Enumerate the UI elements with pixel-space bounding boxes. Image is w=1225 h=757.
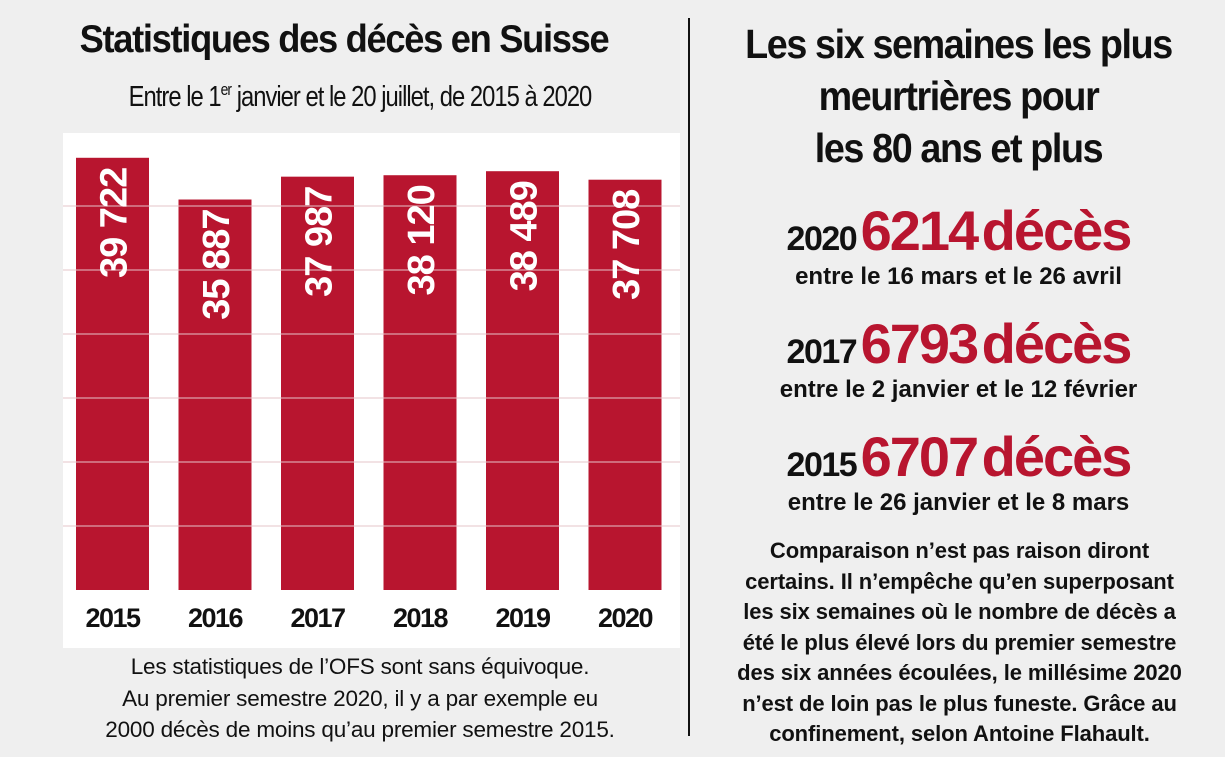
stat-year: 2020	[786, 220, 858, 258]
caption-line: des six années écoulées, le millésime 20…	[737, 660, 1182, 685]
bar-2019	[486, 171, 559, 591]
category-label: 2018	[393, 603, 449, 633]
bar-2017	[281, 176, 354, 590]
stat-unit: décès	[981, 312, 1133, 375]
subtitle-start: Entre le 1	[128, 81, 222, 113]
stat-period: entre le 26 janvier et le 8 mars	[787, 489, 1130, 516]
bar-2020	[588, 179, 662, 590]
stat-head: 2017 6793 décès	[692, 311, 1225, 376]
chart-area: 39 722 35 887 37 987 38 120 38 489 37 708 2015…	[63, 133, 680, 648]
bar-value-label: 38 120	[401, 185, 443, 295]
stat-period: entre le 16 mars et le 26 avril	[795, 263, 1122, 290]
right-title-line: meurtrières pour	[818, 73, 1100, 119]
bar-value-label: 38 489	[504, 181, 546, 291]
stat-value: 6707	[860, 425, 980, 488]
stat-block-2015: 2015 6707 décès entre le 26 janvier et l…	[692, 424, 1225, 517]
caption-line: 2000 décès de moins qu’au premier semest…	[105, 717, 615, 742]
chart-caption: Les statistiques de l’OFS sont sans équi…	[40, 651, 680, 746]
bar-value-label: 35 887	[196, 210, 238, 320]
chart-title: Statistiques des décès en Suisse	[79, 18, 610, 61]
left-panel: Statistiques des décès en Suisse Entre l…	[40, 18, 680, 746]
chart-subtitle: Entre le 1er janvier et le 20 juillet, d…	[65, 80, 655, 114]
right-title: Les six semaines les plus meurtrières po…	[692, 18, 1225, 174]
category-label: 2016	[188, 603, 244, 633]
right-title-line: Les six semaines les plus	[745, 21, 1173, 67]
subtitle-end: janvier et le 20 juillet, de 2015 à 2020	[231, 81, 593, 113]
stat-unit: décès	[981, 425, 1133, 488]
stat-block-2020: 2020 6214 décès entre le 16 mars et le 2…	[692, 198, 1225, 291]
caption-line: Les statistiques de l’OFS sont sans équi…	[130, 654, 590, 679]
bar-value-label: 37 987	[299, 187, 341, 297]
subtitle-sup: er	[220, 80, 232, 99]
stat-value: 6793	[860, 312, 980, 375]
bar-value-label: 39 722	[94, 168, 136, 278]
caption-line: certains. Il n’empêche qu’en superposant	[745, 568, 1174, 594]
caption-line: Au premier semestre 2020, il y a par exe…	[122, 685, 598, 711]
bar-2018	[383, 175, 457, 591]
caption-line: été le plus élevé lors du premier semest…	[742, 629, 1177, 655]
category-label: 2017	[290, 603, 345, 633]
stat-year: 2017	[786, 333, 858, 371]
bar-chart: 39 722 35 887 37 987 38 120 38 489 37 708 2015…	[63, 157, 680, 633]
stat-value: 6214	[860, 199, 980, 262]
stat-block-2017: 2017 6793 décès entre le 2 janvier et le…	[692, 311, 1225, 404]
category-label: 2015	[85, 603, 141, 633]
category-label: 2019	[495, 603, 551, 633]
column-divider	[688, 18, 690, 736]
caption-line: Comparaison n’est pas raison diront	[769, 538, 1150, 563]
bar-2015	[76, 157, 149, 590]
caption-line: confinement, selon Antoine Flahault.	[769, 721, 1150, 746]
bar-2016	[178, 199, 252, 590]
right-panel: Les six semaines les plus meurtrières po…	[692, 0, 1225, 757]
caption-line: les six semaines où le nombre de décès a	[743, 599, 1176, 624]
stat-period: entre le 2 janvier et le 12 février	[779, 376, 1138, 403]
caption-line: n’est de loin pas le plus funeste. Grâce…	[742, 690, 1177, 716]
stat-unit: décès	[981, 199, 1133, 262]
right-title-line: les 80 ans et plus	[814, 125, 1104, 171]
stat-head: 2015 6707 décès	[692, 424, 1225, 489]
stat-year: 2015	[786, 446, 858, 484]
right-caption: Comparaison n’est pas raison diront cert…	[702, 536, 1217, 750]
category-label: 2020	[598, 603, 653, 633]
stat-head: 2020 6214 décès	[692, 198, 1225, 263]
bar-value-label: 37 708	[606, 190, 648, 300]
